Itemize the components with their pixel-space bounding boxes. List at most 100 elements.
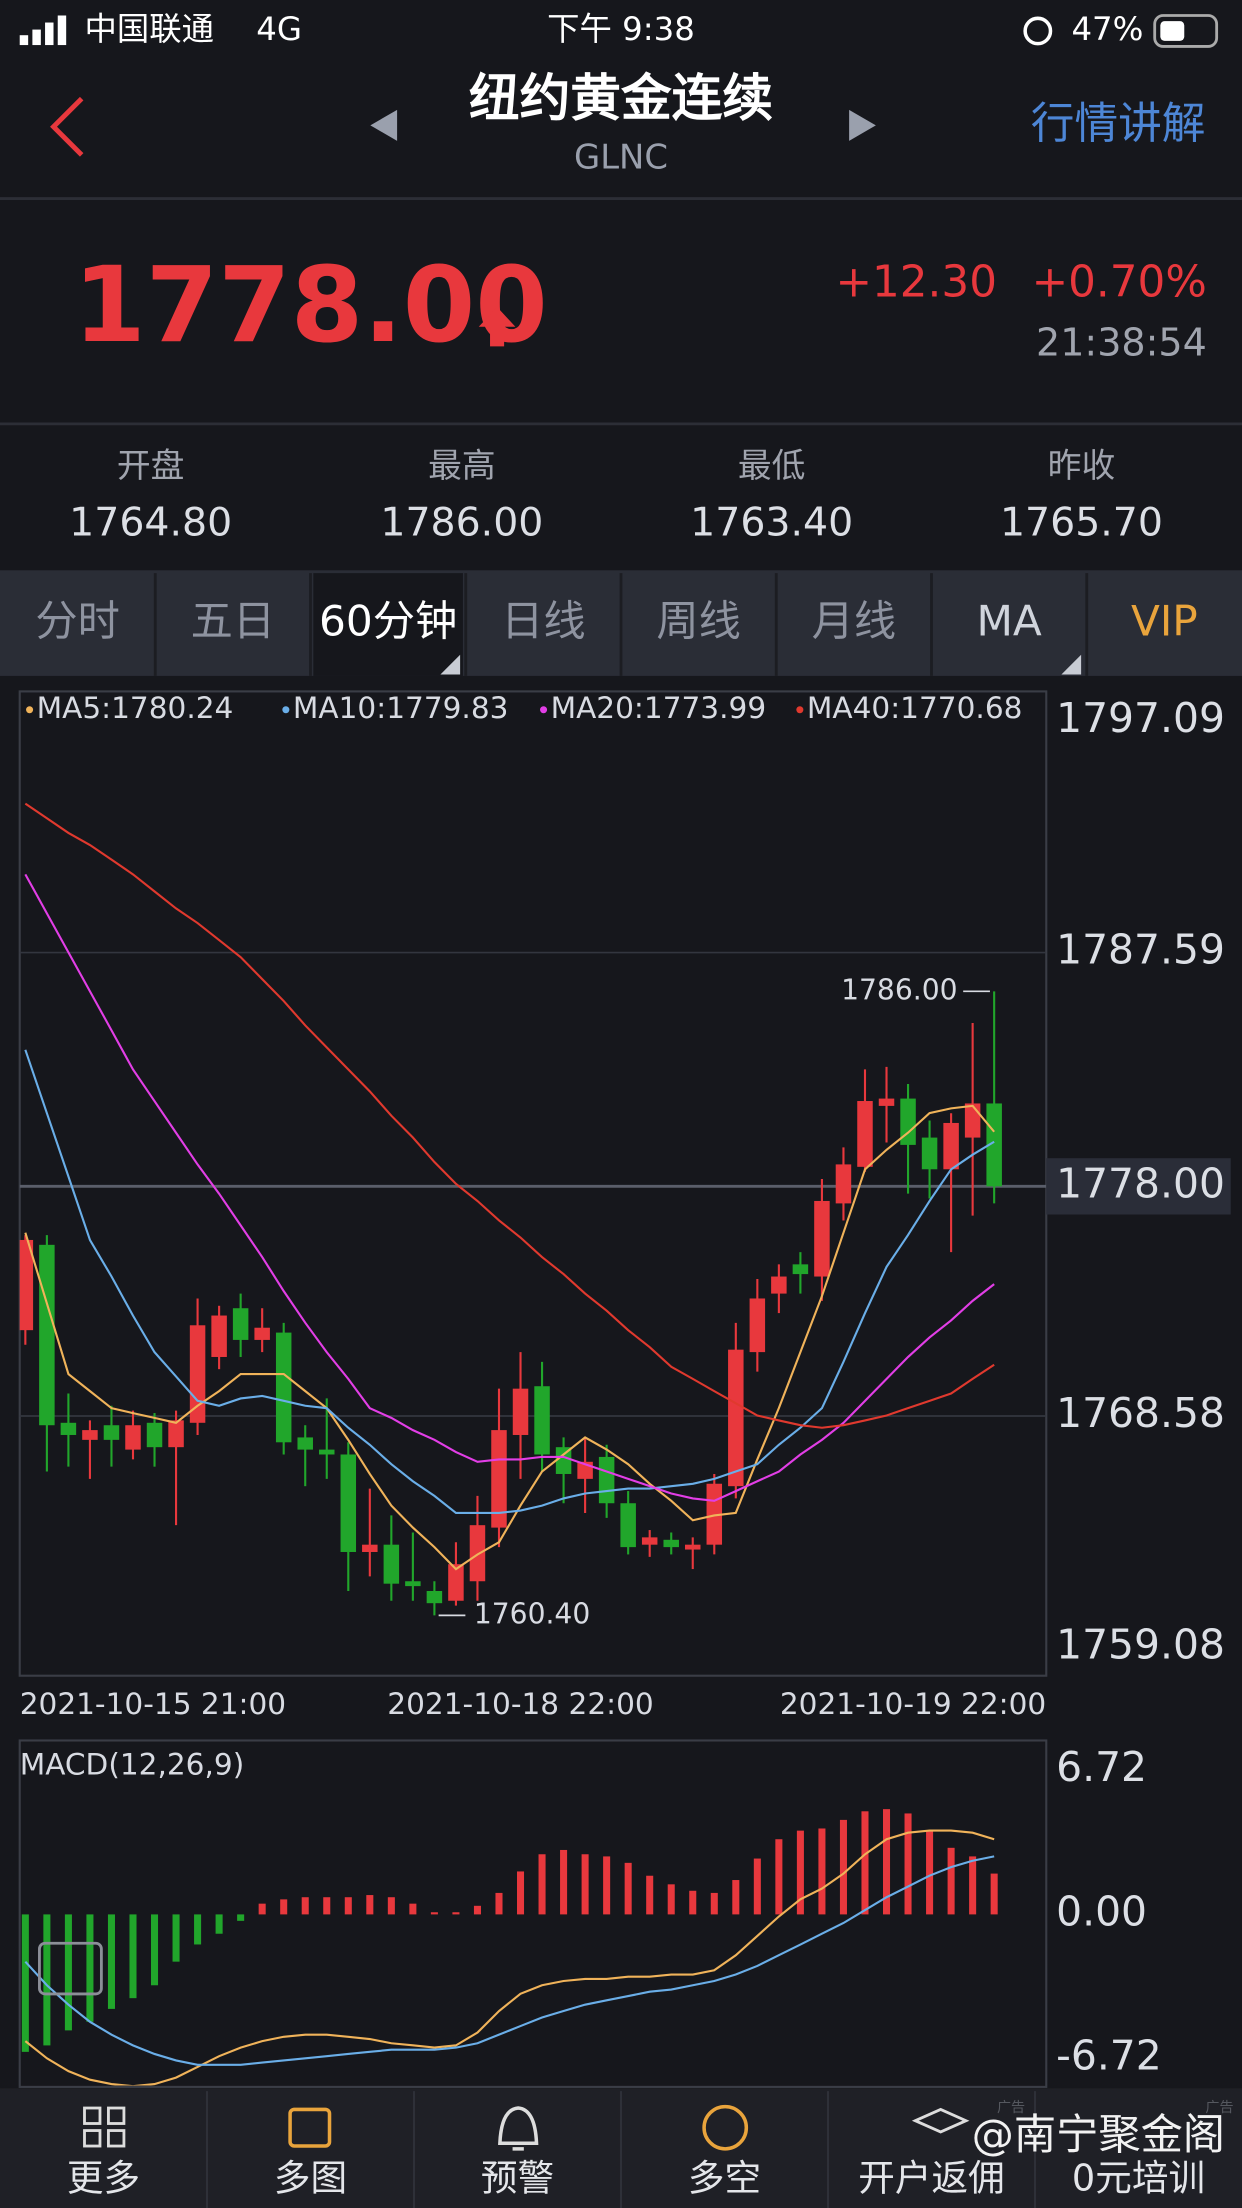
macd-bar	[689, 1890, 697, 1915]
candle-body	[405, 1581, 421, 1587]
candle-body	[814, 1200, 830, 1277]
macd-bar	[258, 1903, 266, 1915]
tab[interactable]: 日线	[501, 596, 585, 645]
macd-bar	[237, 1914, 245, 1921]
legend-dot	[796, 706, 804, 714]
y-tick-label: 1759.08	[1056, 1621, 1225, 1669]
candle-body	[943, 1122, 959, 1170]
legend-dot	[540, 706, 548, 714]
candle-body	[103, 1425, 120, 1440]
candle-body	[491, 1430, 507, 1528]
macd-bar	[43, 1914, 51, 2046]
macd-bar	[646, 1875, 654, 1915]
candle-body	[792, 1264, 809, 1275]
next-arrow[interactable]	[849, 109, 876, 141]
extreme-label: 1760.40	[474, 1597, 590, 1630]
back-button[interactable]	[50, 96, 84, 157]
ma-line	[24, 1049, 995, 1514]
macd-bar	[366, 1895, 374, 1915]
signal-bar	[45, 22, 54, 46]
stat-label: 最低	[738, 446, 806, 485]
macd-line	[24, 1829, 995, 2086]
signal-bar	[19, 35, 29, 46]
market-commentary-link[interactable]: 行情讲解	[1031, 99, 1206, 150]
nav-item[interactable]: 多图	[274, 2156, 347, 2199]
icon-more	[83, 2106, 102, 2125]
candle-body	[362, 1544, 378, 1552]
nav-item[interactable]: 开户返佣	[858, 2156, 1004, 2199]
candle-body	[900, 1098, 916, 1145]
tab[interactable]: 分时	[35, 596, 119, 645]
legend-label: MA10:1779.83	[293, 691, 509, 725]
tab[interactable]: VIP	[1131, 596, 1198, 645]
tab[interactable]: 60分钟	[319, 596, 457, 645]
macd-bar	[581, 1854, 589, 1915]
tab[interactable]: 周线	[656, 596, 740, 645]
candle-body	[921, 1137, 938, 1170]
candle-body	[254, 1327, 270, 1340]
ad-tag: 广告	[997, 2100, 1025, 2116]
tab[interactable]: 月线	[812, 596, 896, 645]
tab[interactable]: MA	[976, 596, 1041, 645]
candle-body	[835, 1164, 852, 1204]
macd-bar	[452, 1912, 460, 1915]
macd-bar	[516, 1871, 525, 1915]
tab[interactable]: 五日	[191, 596, 275, 645]
nav-item[interactable]: 更多	[67, 2156, 140, 2199]
candle-body	[319, 1449, 335, 1455]
nav-item[interactable]: 0元培训	[1072, 2156, 1205, 2199]
macd-bar	[947, 1847, 955, 1915]
battery-level: 47%	[1071, 10, 1143, 48]
macd-line	[24, 1855, 995, 2066]
price-tag	[1046, 1158, 1231, 1215]
plot-area	[18, 690, 1048, 1677]
stat-label: 昨收	[1048, 446, 1116, 485]
macd-bar	[387, 1897, 395, 1915]
macd-plot	[21, 1809, 998, 2086]
macd-bar	[882, 1809, 891, 1915]
panel-toggle[interactable]	[38, 1941, 103, 1996]
icon-alert	[498, 2106, 539, 2151]
network: 4G	[256, 10, 302, 48]
legend-label: MA5:1780.24	[37, 691, 234, 725]
macd-bar	[775, 1839, 783, 1915]
candle-body	[232, 1308, 249, 1340]
stats: 开盘 1764.80 最高 1786.00 最低 1763.40 昨收 1765.70	[69, 446, 1163, 546]
candle-body	[771, 1276, 787, 1294]
macd-bar	[538, 1854, 546, 1915]
last-price: 1778.00	[73, 244, 548, 366]
candle-body	[340, 1454, 357, 1552]
macd-bar	[301, 1897, 309, 1915]
bottom-nav: 更多 多图 预警 多空 开户返佣 0元培训 广告 广告@南宁聚金阁	[0, 2088, 1242, 2208]
candle-body	[641, 1537, 658, 1545]
candle-body	[275, 1332, 292, 1443]
candle-body	[189, 1325, 206, 1423]
signal-bar	[32, 29, 41, 46]
y-tick-label: 1778.00	[1056, 1159, 1225, 1207]
prev-arrow[interactable]	[370, 109, 398, 141]
macd-bar	[64, 1914, 72, 2031]
macd-bar	[560, 1849, 568, 1915]
macd-bar	[430, 1912, 438, 1915]
ad-tag: 广告	[1205, 2100, 1233, 2116]
nav-item[interactable]: 多空	[688, 2156, 761, 2199]
candle-body	[60, 1422, 77, 1435]
candle-body	[448, 1564, 464, 1601]
candle-body	[749, 1298, 766, 1353]
macd-bar	[710, 1892, 718, 1915]
nav-item[interactable]: 预警	[481, 2156, 554, 2199]
candle-body	[168, 1420, 184, 1448]
candle-body	[297, 1437, 313, 1450]
macd-title: MACD(12,26,9)	[20, 1747, 245, 1781]
candle-body	[964, 1103, 981, 1138]
icon-more	[83, 2129, 102, 2148]
stat-value: 1763.40	[690, 500, 853, 546]
macd-bar	[753, 1858, 761, 1915]
chart: MACD(12,26,9) 1797.09 1787.59 1778.00 1768.…	[18, 690, 1231, 2088]
macd-bar	[904, 1813, 912, 1915]
legend-dot	[282, 706, 290, 714]
up-arrow	[478, 306, 516, 347]
candle-body	[469, 1525, 486, 1582]
ma-line	[24, 802, 995, 1429]
candle-body	[125, 1425, 141, 1450]
